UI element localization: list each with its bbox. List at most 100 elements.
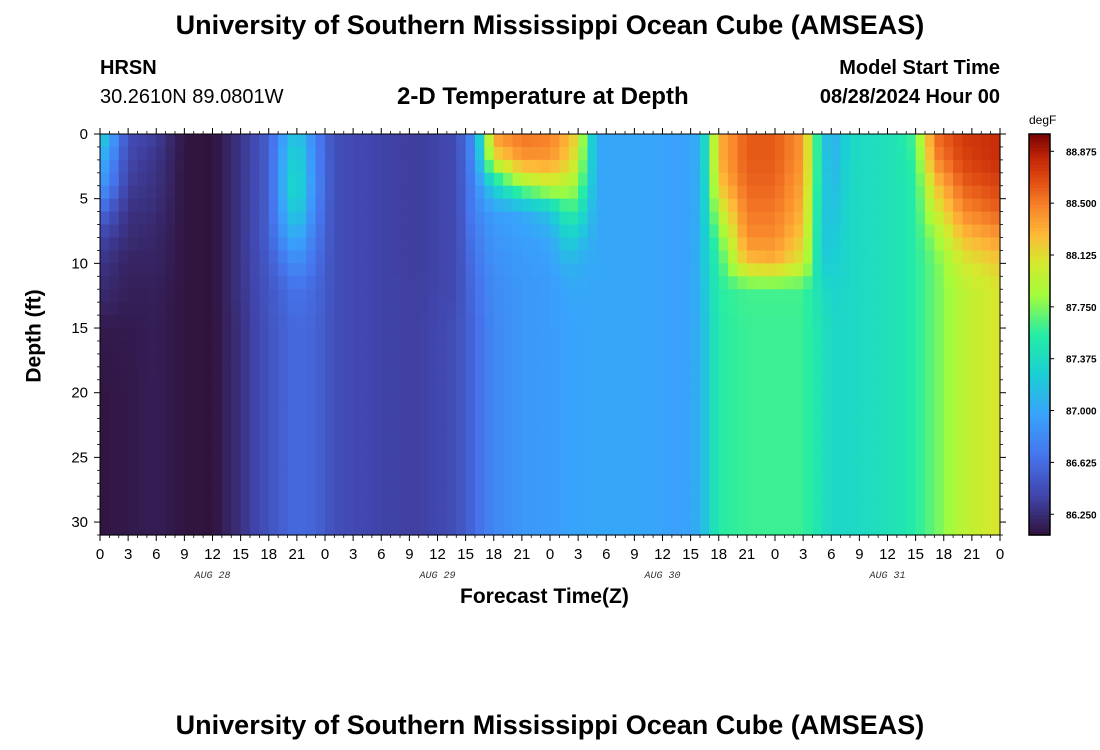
heatmap-cell	[550, 353, 560, 368]
heatmap-cell	[465, 457, 476, 471]
heatmap-cell	[906, 392, 917, 407]
heatmap-cell	[737, 431, 748, 446]
heatmap-cell	[793, 263, 804, 277]
heatmap-cell	[521, 146, 532, 161]
heatmap-cell	[634, 185, 645, 200]
heatmap-cell	[175, 522, 185, 536]
heatmap-cell	[775, 392, 785, 407]
heatmap-cell	[615, 483, 626, 497]
heatmap-cell	[709, 315, 720, 329]
heatmap-cell	[728, 418, 739, 433]
heatmap-cell	[953, 134, 964, 148]
heatmap-cell	[521, 392, 532, 407]
heatmap-cell	[690, 457, 701, 471]
heatmap-cell	[128, 392, 139, 407]
heatmap-cell	[521, 522, 532, 536]
heatmap-cell	[953, 276, 964, 290]
heatmap-cell	[840, 172, 851, 187]
heatmap-cell	[803, 315, 814, 329]
heatmap-cell	[728, 276, 739, 290]
heatmap-cell	[568, 198, 579, 213]
heatmap-cell	[859, 276, 870, 290]
heatmap-cell	[559, 418, 570, 433]
heatmap-cell	[634, 392, 645, 407]
heatmap-cell	[465, 509, 476, 523]
heatmap-cell	[334, 340, 345, 355]
heatmap-cell	[990, 405, 1001, 420]
heatmap-cell	[371, 276, 382, 290]
colorbar-segment	[1029, 397, 1050, 402]
heatmap-cell	[868, 431, 879, 446]
heatmap-cell	[250, 470, 260, 484]
heatmap-cell	[568, 224, 579, 239]
heatmap-cell	[831, 289, 842, 303]
heatmap-cell	[437, 224, 448, 239]
heatmap-cell	[156, 224, 167, 239]
heatmap-cell	[278, 418, 289, 433]
heatmap-cell	[437, 134, 448, 148]
heatmap-cell	[175, 496, 185, 510]
heatmap-cell	[615, 328, 626, 342]
colorbar-segment	[1029, 264, 1050, 269]
heatmap-cell	[653, 444, 664, 458]
heatmap-cell	[625, 315, 635, 329]
heatmap-cell	[943, 418, 954, 433]
heatmap-cell	[981, 185, 992, 200]
heatmap-cell	[700, 509, 710, 523]
heatmap-cell	[268, 237, 279, 252]
heatmap-cell	[456, 328, 467, 342]
heatmap-cell	[475, 224, 485, 239]
heatmap-cell	[775, 146, 785, 161]
heatmap-cell	[446, 509, 457, 523]
heatmap-cell	[775, 211, 785, 226]
heatmap-cell	[568, 315, 579, 329]
heatmap-cell	[334, 159, 345, 174]
heatmap-cell	[193, 496, 204, 510]
heatmap-cell	[503, 211, 514, 226]
heatmap-cell	[728, 392, 739, 407]
heatmap-cell	[212, 353, 223, 368]
heatmap-cell	[353, 418, 364, 433]
heatmap-cell	[484, 392, 495, 407]
heatmap-cell	[175, 159, 185, 174]
heatmap-cell	[306, 198, 317, 213]
heatmap-cell	[465, 340, 476, 355]
heatmap-cell	[484, 353, 495, 368]
heatmap-cell	[203, 146, 214, 161]
date-label: AUG 29	[418, 571, 455, 582]
heatmap-cell	[465, 470, 476, 484]
heatmap-cell	[634, 496, 645, 510]
heatmap-cell	[409, 172, 420, 187]
heatmap-cell	[971, 496, 982, 510]
heatmap-cell	[109, 211, 120, 226]
heatmap-cell	[887, 392, 898, 407]
heatmap-cell	[381, 457, 392, 471]
heatmap-cell	[840, 353, 851, 368]
heatmap-cell	[484, 172, 495, 187]
heatmap-cell	[737, 289, 748, 303]
heatmap-cell	[784, 457, 795, 471]
colorbar-tick-label: 88.875	[1066, 147, 1097, 158]
colorbar-segment	[1029, 341, 1050, 346]
heatmap-cell	[137, 328, 148, 342]
heatmap-cell	[568, 457, 579, 471]
heatmap-cell	[625, 457, 635, 471]
heatmap-cell	[240, 353, 251, 368]
heatmap-cell	[315, 224, 326, 239]
heatmap-cell	[165, 379, 176, 394]
heatmap-cell	[671, 315, 682, 329]
heatmap-cell	[643, 172, 654, 187]
heatmap-cell	[756, 405, 767, 420]
heatmap-cell	[278, 353, 289, 368]
heatmap-cell	[906, 444, 917, 458]
heatmap-cell	[709, 159, 720, 174]
heatmap-cell	[212, 185, 223, 200]
heatmap-cell	[615, 379, 626, 394]
heatmap-cell	[193, 250, 204, 264]
heatmap-cell	[371, 431, 382, 446]
heatmap-cell	[990, 146, 1001, 161]
heatmap-cell	[971, 250, 982, 264]
heatmap-cell	[700, 353, 710, 368]
heatmap-cell	[137, 483, 148, 497]
colorbar-segment	[1029, 254, 1050, 259]
